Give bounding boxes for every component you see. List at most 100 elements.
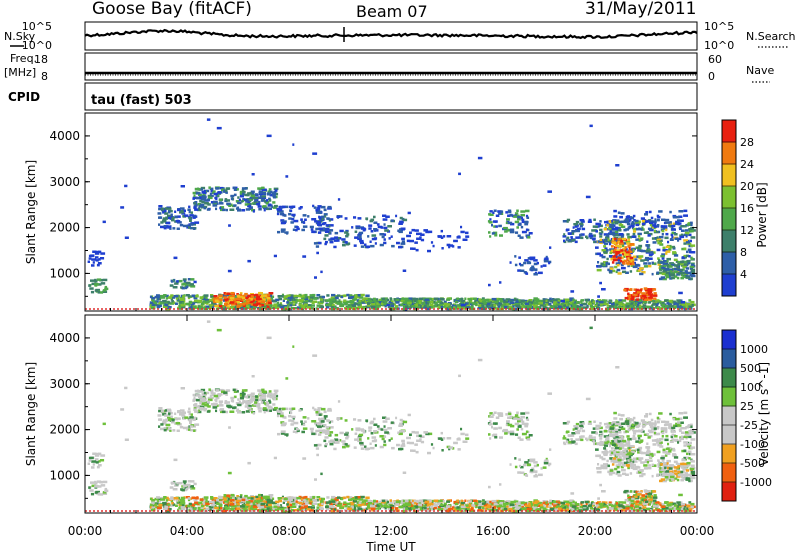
power-cell xyxy=(322,227,326,230)
power-cell xyxy=(597,240,603,243)
power-cell xyxy=(612,258,618,262)
velocity-cell xyxy=(379,435,385,438)
velocity-cell xyxy=(247,400,252,404)
power-cell xyxy=(406,234,411,238)
power-cell xyxy=(553,302,558,305)
power-cell xyxy=(289,296,293,299)
power-cell xyxy=(677,272,682,275)
power-cell xyxy=(266,301,269,305)
power-cell xyxy=(521,304,524,307)
velocity-cell xyxy=(236,507,241,510)
power-cell xyxy=(212,204,218,207)
velocity-cell xyxy=(349,496,353,499)
power-cell xyxy=(635,288,639,292)
power-cell xyxy=(370,303,376,306)
power-cell xyxy=(371,307,374,310)
power-cell xyxy=(599,281,602,285)
velocity-cell xyxy=(289,503,293,507)
velocity-cell xyxy=(291,420,295,423)
power-cell xyxy=(627,296,632,299)
station-title: Goose Bay (fitACF) xyxy=(92,0,252,19)
power-cell xyxy=(190,305,193,309)
velocity-cell xyxy=(215,389,220,392)
power-cell xyxy=(265,293,270,297)
velocity-cell xyxy=(298,409,302,412)
velocity-cell xyxy=(345,436,349,440)
velocity-cell xyxy=(256,404,260,408)
velocity-cell xyxy=(341,440,346,443)
power-cell xyxy=(543,299,546,302)
power-cell xyxy=(162,218,167,222)
power-cell xyxy=(233,188,238,191)
power-cell xyxy=(637,289,642,293)
velocity-cell xyxy=(94,491,99,494)
power-cell xyxy=(240,200,243,203)
power-cell xyxy=(295,226,299,229)
power-cell xyxy=(256,202,260,206)
power-cell xyxy=(623,255,626,258)
power-cell xyxy=(466,303,470,307)
power-cell xyxy=(120,206,125,209)
power-cell xyxy=(234,302,238,305)
velocity-cell xyxy=(410,449,414,452)
velocity-cell xyxy=(265,401,269,404)
power-cell xyxy=(662,262,665,265)
power-cell xyxy=(537,299,543,303)
velocity-cell xyxy=(304,495,308,499)
velocity-cell xyxy=(213,497,218,500)
power-cell xyxy=(435,301,438,305)
power-cell xyxy=(635,227,641,231)
power-cell xyxy=(621,242,627,245)
velocity-cell xyxy=(428,432,433,436)
power-cell xyxy=(194,187,200,191)
power-cell xyxy=(662,227,668,230)
power-cell xyxy=(630,264,635,267)
velocity-cell xyxy=(302,499,307,502)
velocity-cell xyxy=(181,507,186,511)
power-cell xyxy=(588,232,593,236)
velocity-cell xyxy=(224,391,228,394)
power-cell xyxy=(205,189,210,193)
velocity-cell xyxy=(195,497,199,500)
velocity-cell xyxy=(316,422,322,426)
power-cell xyxy=(258,208,262,211)
power-cell xyxy=(429,306,433,309)
power-cell xyxy=(648,296,653,299)
power-cell xyxy=(171,296,176,299)
power-cell xyxy=(657,230,661,234)
power-cell xyxy=(104,285,108,289)
power-cell xyxy=(373,215,376,219)
power-cell xyxy=(683,254,687,258)
power-cell xyxy=(668,265,673,268)
power-cell xyxy=(94,283,99,286)
power-cell xyxy=(239,195,244,198)
power-cell xyxy=(178,279,183,283)
velocity-cell xyxy=(172,488,178,491)
velocity-cell xyxy=(313,499,318,502)
cpid-panel-frame xyxy=(84,82,698,111)
power-cell xyxy=(624,259,628,263)
power-cell xyxy=(674,237,679,240)
power-cell xyxy=(514,302,519,306)
velocity-cell xyxy=(209,389,214,393)
power-cell xyxy=(527,305,532,308)
power-cell xyxy=(571,232,575,235)
velocity-cell xyxy=(195,398,200,402)
power-cell xyxy=(410,297,413,301)
velocity-cell xyxy=(261,398,267,401)
power-cell xyxy=(212,298,215,302)
velocity-cell xyxy=(357,503,362,507)
velocity-cell xyxy=(355,496,358,499)
power-cell xyxy=(337,198,341,201)
power-cell xyxy=(371,234,377,237)
velocity-cell xyxy=(276,503,280,507)
power-cell xyxy=(326,299,331,302)
power-cell xyxy=(554,306,560,309)
power-cell xyxy=(565,238,568,241)
power-cell xyxy=(365,294,370,297)
power-cell xyxy=(399,220,403,224)
velocity-cell xyxy=(222,509,227,513)
velocity-cell xyxy=(253,403,258,406)
power-cell xyxy=(612,238,615,241)
power-cell xyxy=(412,247,416,250)
